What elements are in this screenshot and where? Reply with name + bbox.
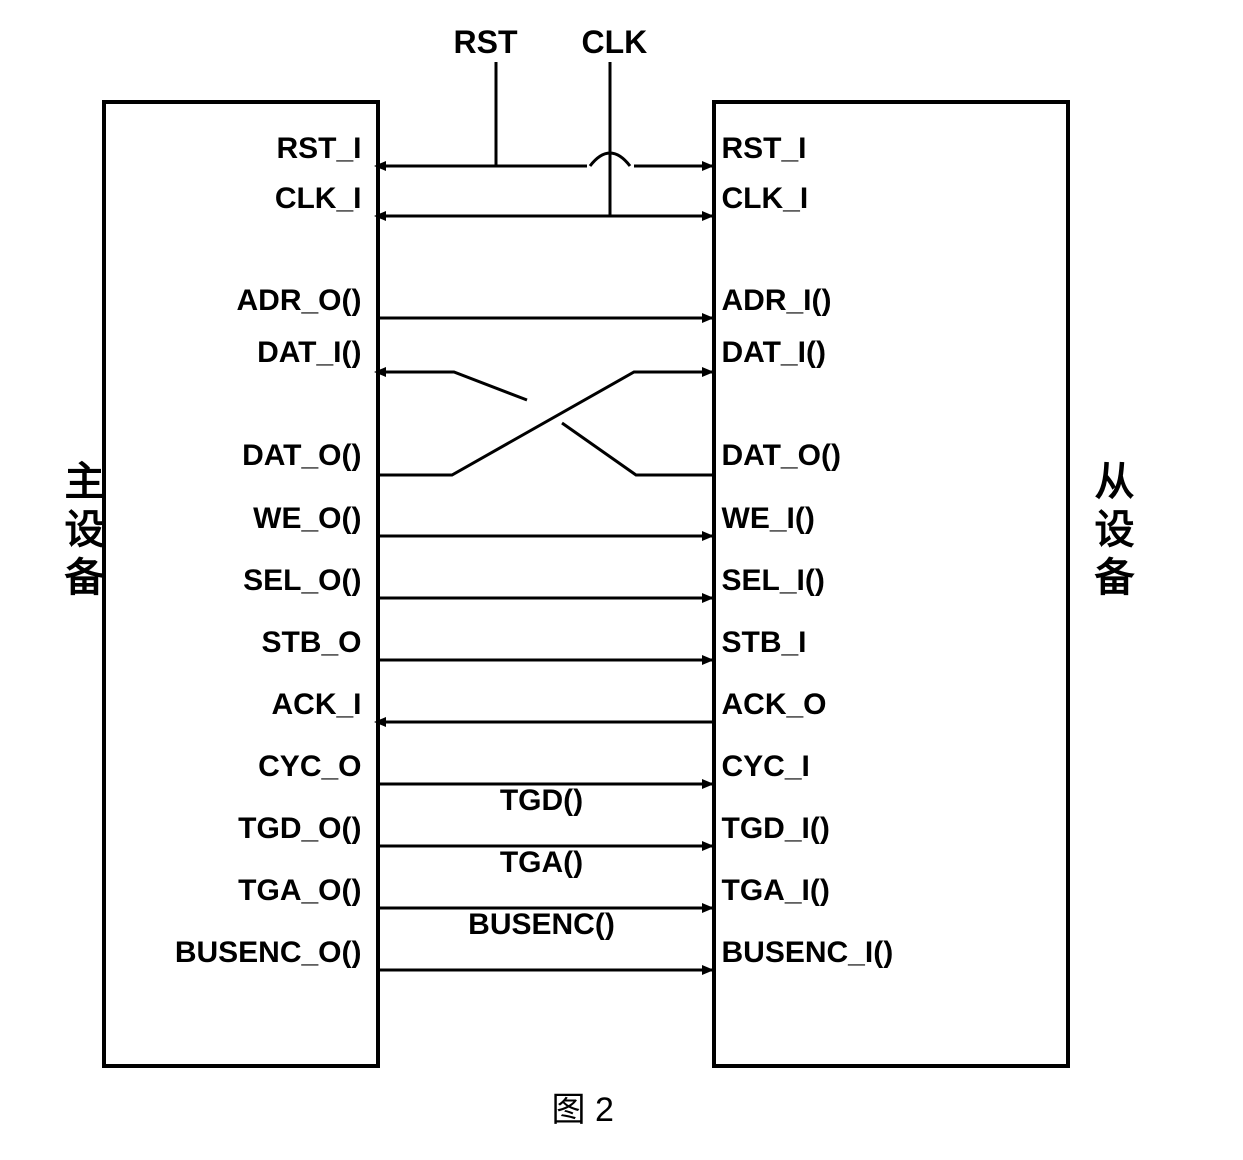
master-sig-adr: ADR_O() — [112, 284, 362, 318]
slave-sig-sel: SEL_I() — [722, 564, 825, 598]
master-sig-tga: TGA_O() — [112, 874, 362, 908]
slave-sig-adr: ADR_I() — [722, 284, 832, 318]
master-sig-sel: SEL_O() — [112, 564, 362, 598]
slave-sig-rst: RST_I — [722, 132, 807, 166]
master-sig-busenc: BUSENC_O() — [82, 936, 362, 970]
master-sig-stb: STB_O — [112, 626, 362, 660]
rst-top-label: RST — [454, 24, 518, 61]
master-sig-clk: CLK_I — [112, 182, 362, 216]
slave-sig-busenc: BUSENC_I() — [722, 936, 894, 970]
slave-sig-stb: STB_I — [722, 626, 807, 660]
slave-sig-tgd: TGD_I() — [722, 812, 830, 846]
master-sig-we: WE_O() — [112, 502, 362, 536]
slave-sig-tga: TGA_I() — [722, 874, 830, 908]
master-sig-dati: DAT_I() — [112, 336, 362, 370]
slave-block-label: 从设备 — [1082, 460, 1140, 604]
master-sig-dato: DAT_O() — [112, 439, 362, 473]
mid-tga: TGA() — [442, 846, 642, 880]
slave-sig-clk: CLK_I — [722, 182, 809, 216]
mid-tgd: TGD() — [442, 784, 642, 818]
master-sig-rst: RST_I — [112, 132, 362, 166]
slave-sig-dati: DAT_I() — [722, 336, 826, 370]
slave-sig-ack: ACK_O — [722, 688, 827, 722]
mid-busenc: BUSENC() — [422, 908, 662, 942]
figure-caption: 图 2 — [552, 1082, 614, 1131]
slave-sig-cyc: CYC_I — [722, 750, 810, 784]
slave-sig-we: WE_I() — [722, 502, 815, 536]
master-block-label: 主设备 — [52, 460, 110, 604]
slave-sig-dato: DAT_O() — [722, 439, 841, 473]
master-sig-ack: ACK_I — [112, 688, 362, 722]
master-sig-cyc: CYC_O — [112, 750, 362, 784]
diagram-root: RST CLK 主设备 从设备 RST_I CLK_I ADR_O() DAT_… — [22, 20, 1222, 1140]
master-sig-tgd: TGD_O() — [112, 812, 362, 846]
clk-top-label: CLK — [582, 24, 648, 61]
